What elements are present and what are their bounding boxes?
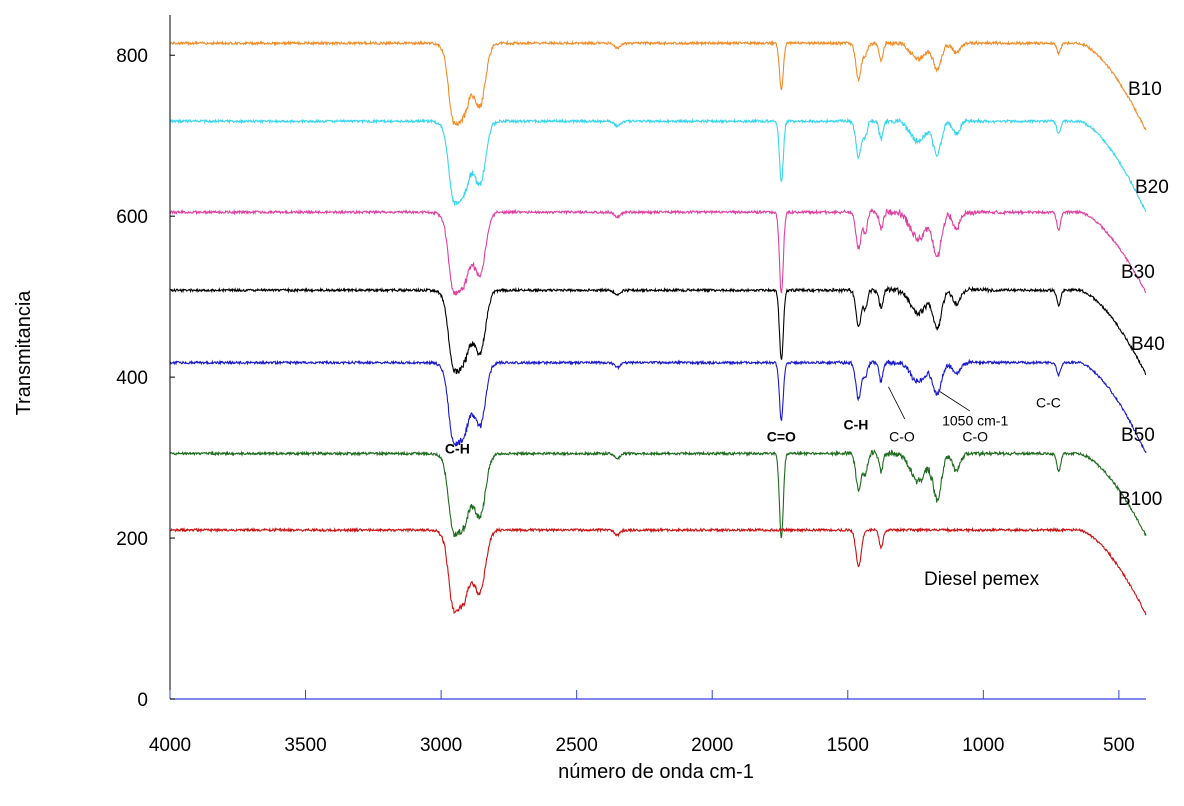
y-tick-label: 200 bbox=[116, 529, 148, 550]
y-tick-label: 800 bbox=[116, 46, 148, 67]
band-annotation: C-H bbox=[445, 441, 470, 457]
series-line-b50 bbox=[169, 358, 1147, 454]
x-tick-label: 1000 bbox=[962, 735, 1004, 756]
band-annotation: C-C bbox=[1036, 395, 1061, 411]
series-label-b30: B30 bbox=[1121, 262, 1155, 283]
band-annotation: C-O bbox=[962, 428, 988, 444]
series-labels: B10 B20 B30 B40 B50 B100 Diesel pemex bbox=[924, 79, 1169, 590]
series-line-diesel-pemex bbox=[169, 526, 1147, 616]
x-tick-label: 3500 bbox=[284, 735, 326, 756]
spectrum-curves bbox=[169, 39, 1147, 616]
series-line-b40 bbox=[169, 285, 1147, 376]
series-line-b10 bbox=[169, 39, 1147, 131]
series-label-b10: B10 bbox=[1128, 79, 1162, 100]
x-tick-label: 2500 bbox=[556, 735, 598, 756]
y-tick-label: 400 bbox=[116, 368, 148, 389]
x-tick-label: 2000 bbox=[691, 735, 733, 756]
x-tick-label: 3000 bbox=[420, 735, 462, 756]
series-label-b50: B50 bbox=[1121, 425, 1155, 446]
band-annotation: 1050 cm-1 bbox=[942, 412, 1008, 428]
series-label-b100: B100 bbox=[1118, 489, 1162, 510]
series-label-b40: B40 bbox=[1131, 334, 1165, 355]
y-axis-title: Transmitancia bbox=[13, 290, 35, 416]
x-tick-label: 4000 bbox=[149, 735, 191, 756]
axes: 4000 3500 3000 2500 2000 1500 1000 500 0 200 400 60… bbox=[116, 15, 1146, 756]
series-line-b30 bbox=[169, 208, 1147, 296]
y-tick-label: 600 bbox=[116, 207, 148, 228]
band-annotation: C=O bbox=[767, 428, 796, 444]
series-label-b20: B20 bbox=[1135, 177, 1169, 198]
y-tick-label: 0 bbox=[137, 690, 148, 711]
x-tick-label: 1500 bbox=[827, 735, 869, 756]
x-tick-label: 500 bbox=[1103, 735, 1135, 756]
annotation-leader bbox=[888, 386, 906, 420]
band-annotation: C-H bbox=[843, 416, 868, 432]
series-line-b100 bbox=[169, 448, 1147, 539]
band-annotation: C-O bbox=[889, 428, 915, 444]
x-axis-title: número de onda cm-1 bbox=[558, 761, 754, 783]
series-line-b20 bbox=[169, 117, 1147, 213]
series-label-diesel-pemex: Diesel pemex bbox=[924, 569, 1040, 590]
annotation-leader bbox=[939, 391, 970, 412]
